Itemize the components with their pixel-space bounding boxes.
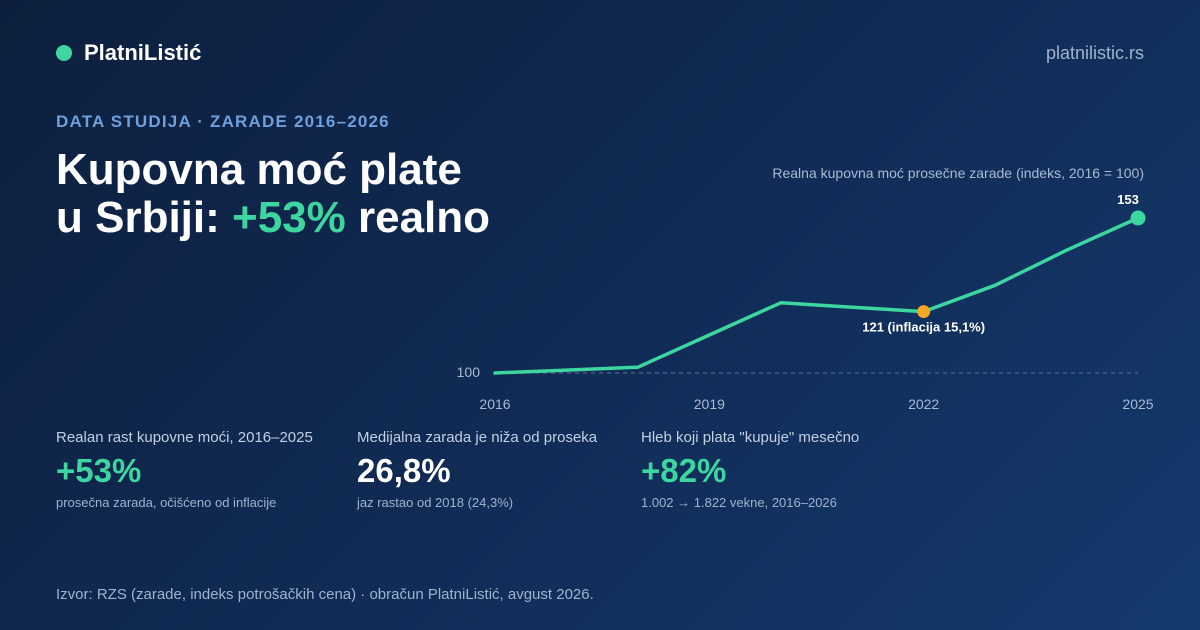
headline-line-2-post: realno xyxy=(345,193,491,242)
stat-label: Medijalna zarada je niža od proseka xyxy=(357,429,598,446)
stat-note: jaz rastao od 2018 (24,3%) xyxy=(357,495,514,510)
annotation-label-2022: 121 (inflacija 15,1%) xyxy=(862,320,985,335)
end-point-2025 xyxy=(1130,210,1146,226)
brand-logo-dot-icon xyxy=(56,45,72,61)
headline-accent: +53% xyxy=(232,193,346,242)
x-tick-label: 2016 xyxy=(479,396,510,412)
stat-value: +53% xyxy=(56,452,142,489)
site-url[interactable]: platnilistic.rs xyxy=(1045,43,1144,63)
x-tick-label: 2022 xyxy=(908,396,939,412)
stat-bread: Hleb koji plata "kupuje" mesečno +82% 1.… xyxy=(641,429,859,510)
stat-value: +82% xyxy=(641,452,727,489)
brand-name: PlatniListić xyxy=(84,40,202,65)
kicker: DATA STUDIJA · ZARADE 2016–2026 xyxy=(56,112,390,131)
headline-line-2-pre: u Srbiji: xyxy=(56,193,232,242)
chart-title: Realna kupovna moć prosečne zarade (inde… xyxy=(772,165,1144,181)
stat-note: 1.002 → 1.822 vekne, 2016–2026 xyxy=(641,495,837,510)
stat-note: prosečna zarada, očišćeno od inflacije xyxy=(56,495,277,510)
headline-line-2: u Srbiji: +53% realno xyxy=(56,194,490,242)
stat-value: 26,8% xyxy=(357,452,451,489)
brand: PlatniListić xyxy=(56,40,201,66)
stat-median-gap: Medijalna zarada je niža od proseka 26,8… xyxy=(357,429,597,510)
stat-label: Hleb koji plata "kupuje" mesečno xyxy=(641,429,860,446)
x-tick-label: 2025 xyxy=(1122,396,1153,412)
stat-label: Realan rast kupovne moći, 2016–2025 xyxy=(56,429,313,446)
stat-real-growth: Realan rast kupovne moći, 2016–2025 +53%… xyxy=(56,429,313,510)
series-line xyxy=(493,216,1140,375)
end-value-label: 153 xyxy=(1117,192,1139,207)
baseline-label: 100 xyxy=(457,364,481,380)
headline-line-1: Kupovna moć plate xyxy=(56,145,462,194)
x-tick-label: 2019 xyxy=(694,396,725,412)
highlight-point-2022 xyxy=(917,305,931,319)
source-note: Izvor: RZS (zarade, indeks potrošačkih c… xyxy=(56,586,594,603)
headline: Kupovna moć plate u Srbiji: +53% realno xyxy=(56,146,490,242)
